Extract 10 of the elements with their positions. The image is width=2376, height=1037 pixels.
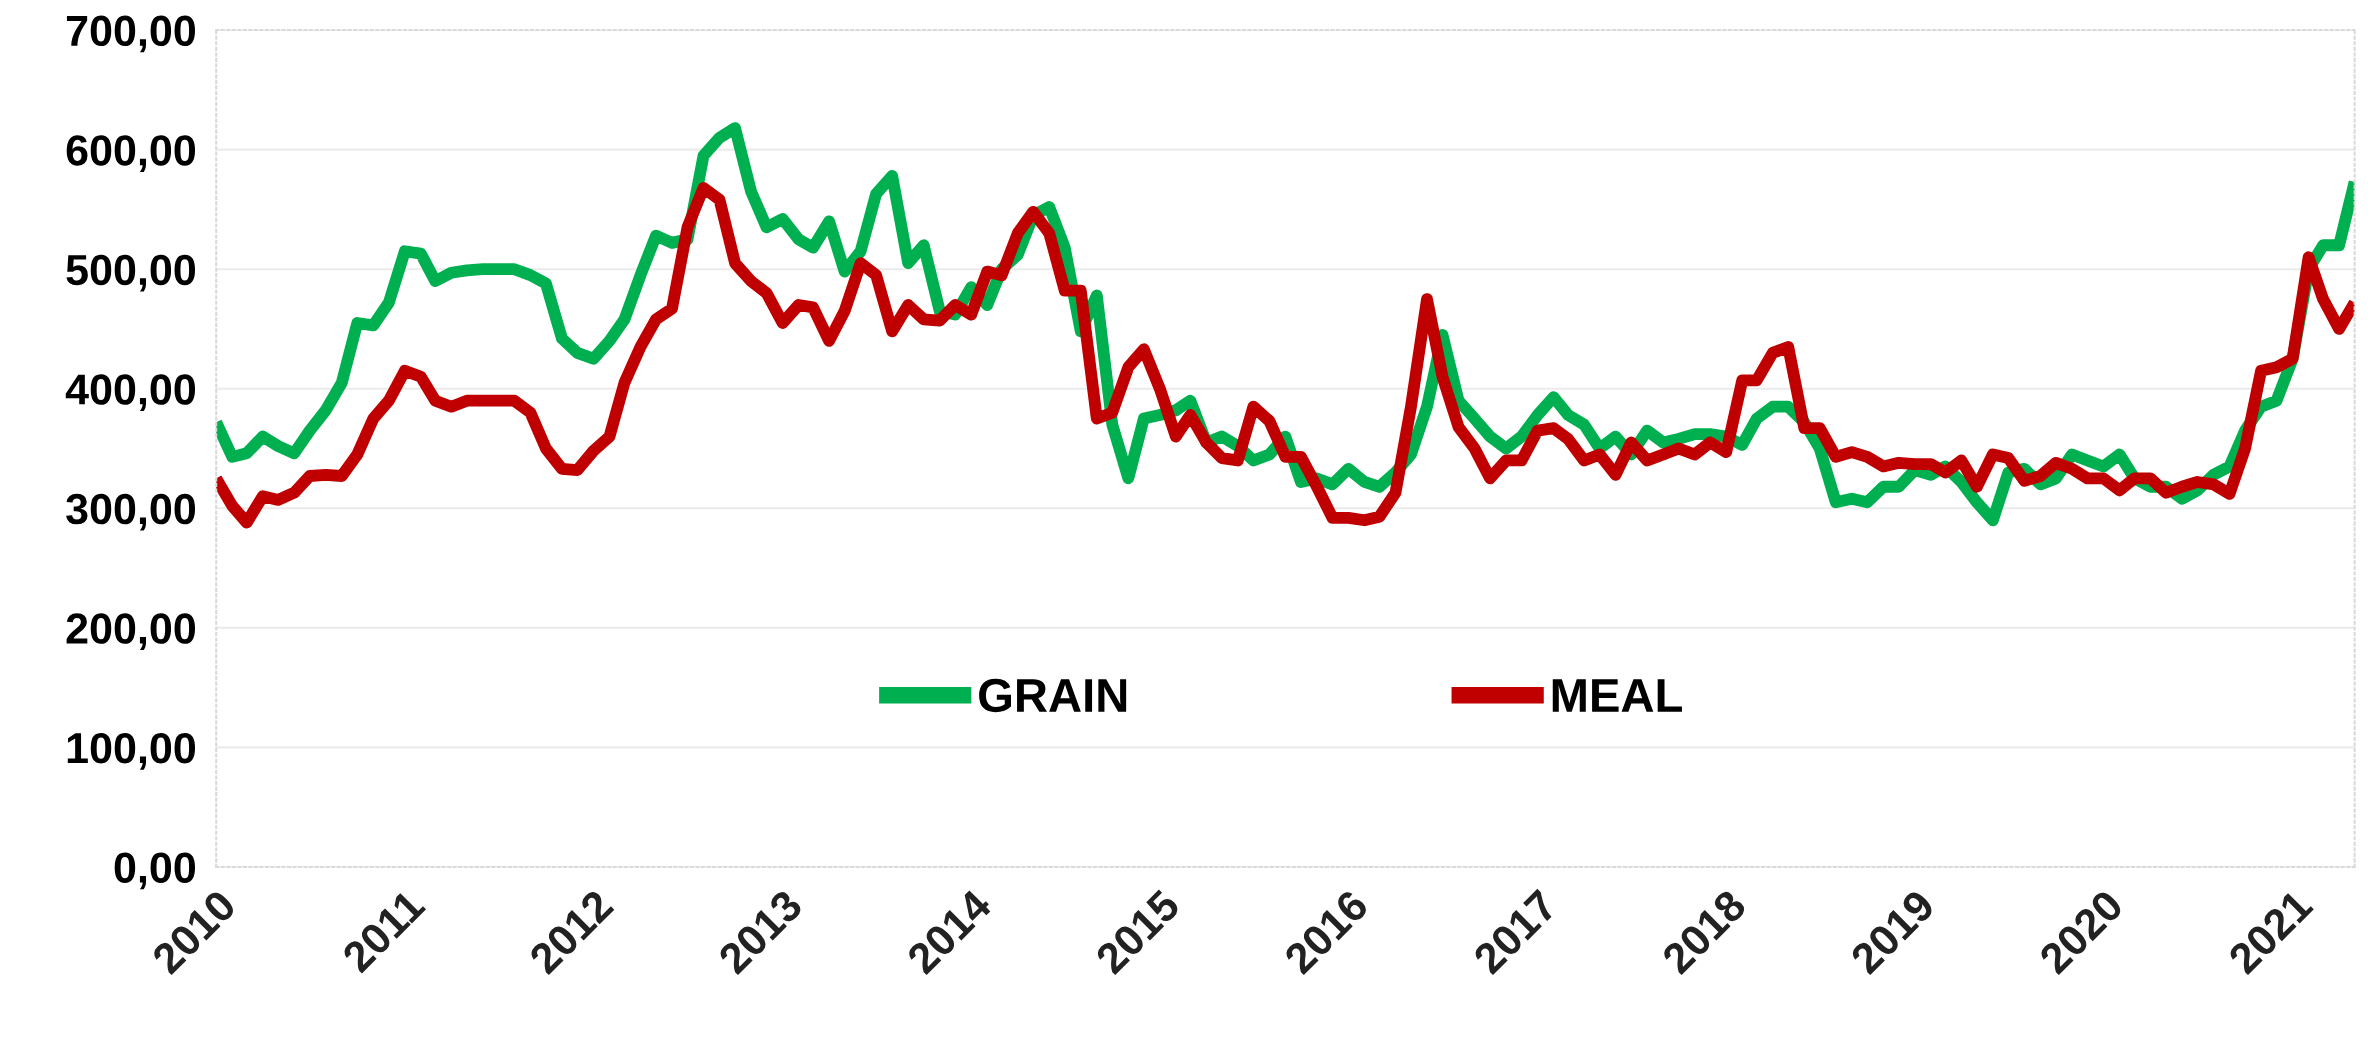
y-tick-label: 300,00 — [66, 493, 196, 531]
legend-label: GRAIN — [979, 678, 1127, 713]
y-tick-label: 500,00 — [66, 254, 196, 292]
legend-label: MEAL — [1552, 679, 1682, 712]
y-tick-label: 600,00 — [66, 135, 196, 172]
y-tick-label: 0,00 — [114, 852, 196, 890]
y-tick-label: 400,00 — [65, 374, 196, 411]
y-tick-label: 200,00 — [66, 613, 196, 651]
y-tick-label: 100,00 — [67, 732, 196, 770]
y-tick-label: 700,00 — [66, 15, 196, 53]
